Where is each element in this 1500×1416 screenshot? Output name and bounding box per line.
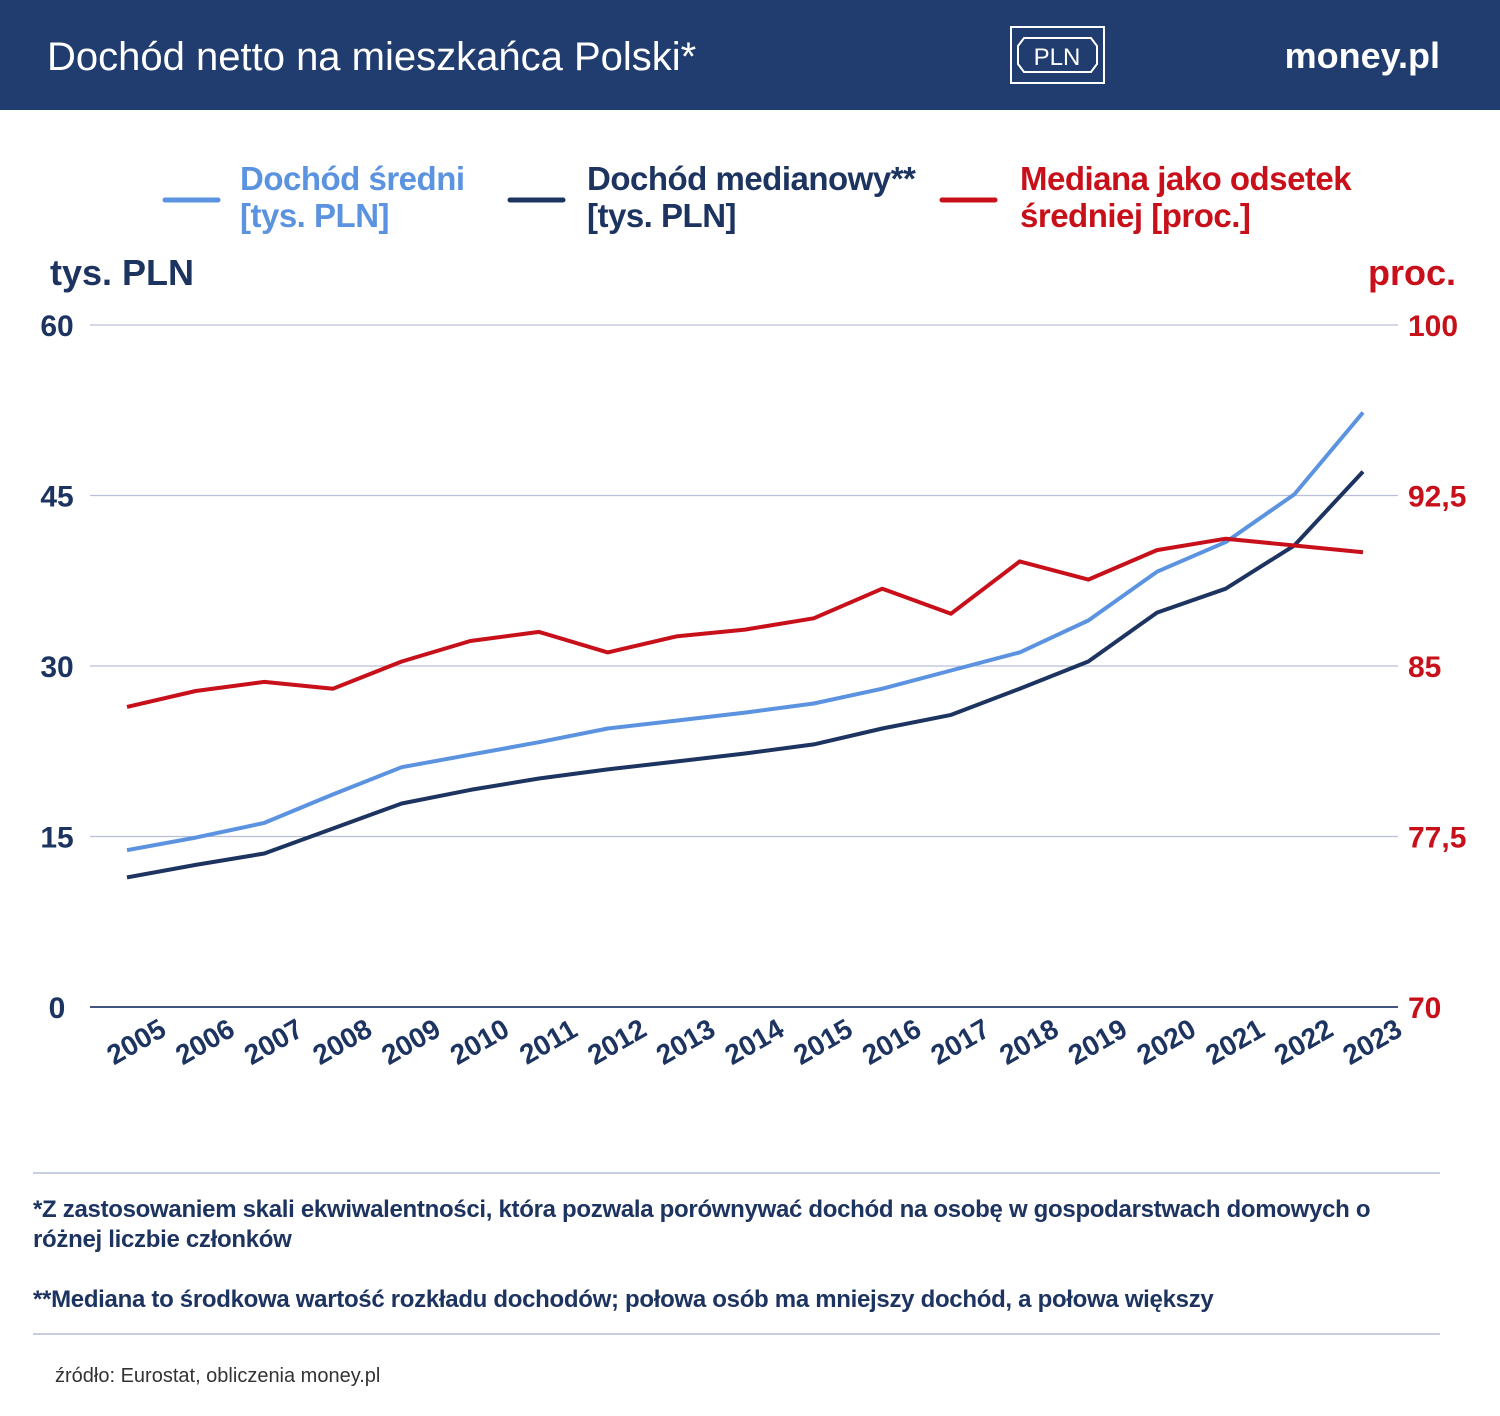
x-tick-label: 2023 <box>1338 1013 1407 1071</box>
footnote: *Z zastosowaniem skali ekwiwalentności, … <box>33 1196 1371 1253</box>
x-tick-label: 2015 <box>788 1013 857 1071</box>
brand: money.pl <box>1285 35 1440 76</box>
y-tick-label: 15 <box>40 822 73 855</box>
y2-tick-label: 100 <box>1408 310 1458 343</box>
y-tick-label: 45 <box>40 481 73 514</box>
x-tick-label: 2017 <box>926 1013 995 1071</box>
header-bar <box>0 0 1500 110</box>
x-tick-label: 2005 <box>102 1013 171 1071</box>
badge-inner <box>1017 37 1098 73</box>
y-axis-label: tys. PLN <box>50 252 194 293</box>
x-tick-label: 2014 <box>720 1013 790 1071</box>
x-tick-label: 2012 <box>582 1013 651 1071</box>
x-tick-label: 2020 <box>1132 1013 1201 1071</box>
y-tick-label: 30 <box>40 651 73 684</box>
series-line <box>126 470 1365 880</box>
y2-tick-label: 92,5 <box>1408 481 1466 514</box>
x-tick-label: 2018 <box>994 1013 1063 1071</box>
y-tick-label: 60 <box>40 310 73 343</box>
x-tick-label: 2010 <box>445 1013 514 1071</box>
x-tick-label: 2006 <box>170 1013 239 1071</box>
x-tick-label: 2008 <box>308 1013 377 1071</box>
x-tick-label: 2011 <box>514 1013 582 1070</box>
x-tick-label: 2019 <box>1063 1013 1132 1071</box>
chart-title: Dochód netto na mieszkańca Polski* <box>47 35 696 79</box>
x-tick-label: 2016 <box>857 1013 926 1071</box>
legend-label: Mediana jako odsetek średniej [proc.] <box>1020 160 1352 234</box>
legend-label: Dochód medianowy** [tys. PLN] <box>587 160 916 234</box>
badge-text: PLN <box>1034 44 1081 71</box>
series-line <box>126 536 1364 709</box>
y2-tick-label: 77,5 <box>1408 822 1466 855</box>
x-tick-label: 2021 <box>1200 1013 1269 1071</box>
footnote: **Mediana to środkowa wartość rozkładu d… <box>33 1286 1214 1313</box>
legend-label: Dochód średni [tys. PLN] <box>240 160 465 234</box>
y2-axis-label: proc. <box>1368 252 1456 293</box>
y-tick-label: 0 <box>49 992 66 1025</box>
x-tick-label: 2007 <box>239 1013 308 1071</box>
series-line <box>126 411 1365 853</box>
y2-tick-label: 70 <box>1408 992 1441 1025</box>
badge-frame <box>1010 26 1105 84</box>
y2-tick-label: 85 <box>1408 651 1441 684</box>
source: źródło: Eurostat, obliczenia money.pl <box>55 1365 380 1387</box>
x-tick-label: 2022 <box>1269 1013 1338 1071</box>
x-tick-label: 2013 <box>651 1013 720 1071</box>
x-tick-label: 2009 <box>376 1013 445 1071</box>
